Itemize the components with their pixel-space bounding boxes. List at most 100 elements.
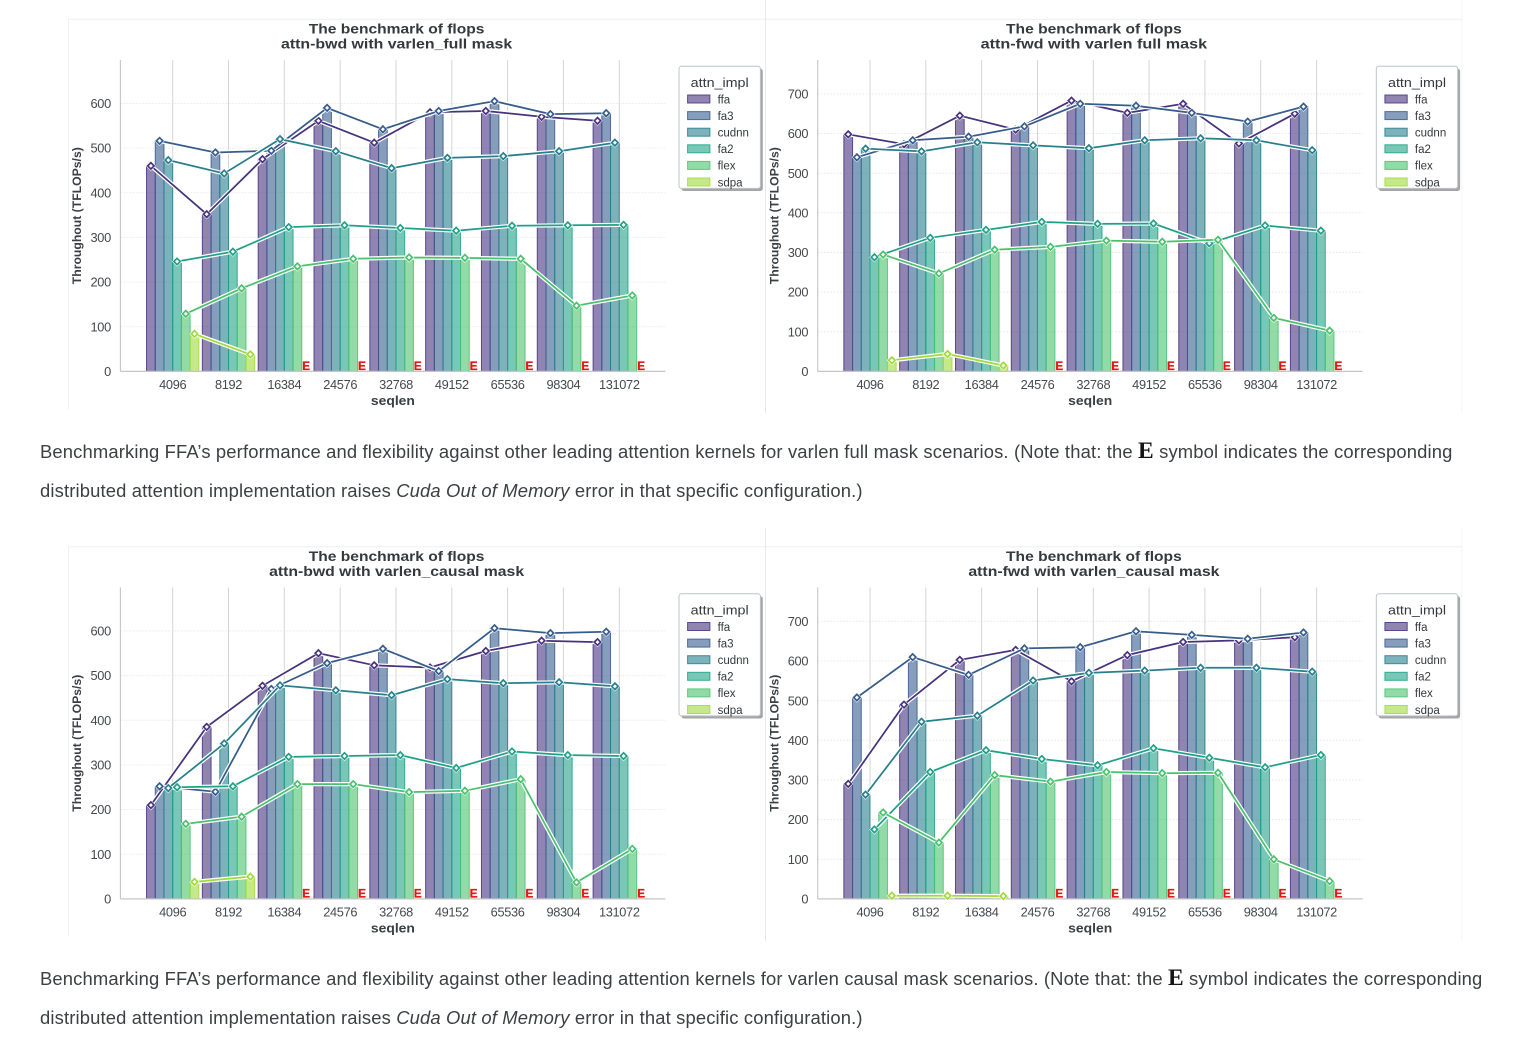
svg-text:E: E	[302, 887, 310, 900]
svg-text:300: 300	[788, 245, 809, 260]
svg-text:200: 200	[90, 802, 111, 817]
svg-text:attn_impl: attn_impl	[1388, 603, 1446, 618]
svg-text:300: 300	[788, 773, 809, 788]
svg-text:400: 400	[90, 713, 111, 728]
svg-text:fa3: fa3	[718, 638, 734, 650]
svg-text:attn_impl: attn_impl	[691, 603, 749, 618]
svg-text:16384: 16384	[267, 905, 301, 920]
svg-text:49152: 49152	[435, 377, 469, 392]
svg-text:16384: 16384	[267, 377, 301, 392]
svg-text:attn-fwd with varlen_causal ma: attn-fwd with varlen_causal mask	[968, 564, 1220, 579]
svg-text:0: 0	[104, 892, 111, 907]
svg-text:65536: 65536	[491, 905, 525, 920]
svg-text:49152: 49152	[1132, 377, 1166, 392]
svg-text:24576: 24576	[1021, 377, 1055, 392]
svg-text:flex: flex	[1415, 161, 1433, 173]
svg-text:200: 200	[788, 285, 809, 300]
svg-text:fa3: fa3	[718, 111, 734, 123]
svg-text:attn_impl: attn_impl	[691, 75, 749, 90]
svg-text:Throughout (TFLOPs/s): Throughout (TFLOPs/s)	[70, 675, 84, 812]
svg-text:E: E	[581, 360, 589, 373]
svg-text:ffa: ffa	[718, 622, 731, 634]
svg-text:seqlen: seqlen	[371, 393, 415, 408]
svg-text:32768: 32768	[379, 377, 413, 392]
svg-text:600: 600	[788, 654, 809, 669]
svg-text:8192: 8192	[215, 377, 242, 392]
svg-text:16384: 16384	[965, 377, 999, 392]
svg-text:24576: 24576	[323, 905, 357, 920]
svg-text:16384: 16384	[965, 905, 999, 920]
svg-text:8192: 8192	[912, 905, 939, 920]
svg-text:cudnn: cudnn	[718, 128, 749, 140]
svg-text:4096: 4096	[856, 905, 883, 920]
svg-text:E: E	[470, 360, 478, 373]
svg-text:0: 0	[801, 892, 808, 907]
svg-text:fa2: fa2	[718, 144, 734, 156]
svg-text:E: E	[470, 887, 478, 900]
svg-text:600: 600	[90, 624, 111, 639]
svg-text:E: E	[1335, 887, 1343, 900]
svg-text:131072: 131072	[1296, 905, 1337, 920]
svg-text:4096: 4096	[856, 377, 883, 392]
svg-text:700: 700	[788, 87, 809, 102]
svg-text:sdpa: sdpa	[718, 177, 744, 189]
svg-text:cudnn: cudnn	[1415, 655, 1446, 667]
svg-text:49152: 49152	[435, 905, 469, 920]
svg-text:400: 400	[788, 205, 809, 220]
svg-text:500: 500	[788, 166, 809, 181]
svg-text:49152: 49152	[1132, 905, 1166, 920]
svg-text:0: 0	[104, 364, 111, 379]
svg-text:4096: 4096	[159, 905, 186, 920]
svg-text:8192: 8192	[912, 377, 939, 392]
svg-text:24576: 24576	[1021, 905, 1055, 920]
svg-text:attn-bwd with varlen_causal ma: attn-bwd with varlen_causal mask	[269, 564, 525, 579]
svg-text:fa2: fa2	[1415, 672, 1431, 684]
svg-text:attn-fwd with varlen full mask: attn-fwd with varlen full mask	[981, 37, 1208, 52]
svg-text:600: 600	[90, 96, 111, 111]
svg-text:98304: 98304	[1244, 905, 1278, 920]
svg-text:8192: 8192	[215, 905, 242, 920]
svg-text:100: 100	[788, 324, 809, 339]
svg-text:65536: 65536	[1188, 905, 1222, 920]
svg-text:300: 300	[90, 758, 111, 773]
svg-text:98304: 98304	[546, 905, 580, 920]
svg-text:flex: flex	[1415, 688, 1433, 700]
svg-text:sdpa: sdpa	[718, 705, 744, 717]
svg-text:98304: 98304	[546, 377, 580, 392]
svg-text:E: E	[637, 887, 645, 900]
svg-text:400: 400	[788, 733, 809, 748]
svg-text:300: 300	[90, 230, 111, 245]
svg-text:65536: 65536	[1188, 377, 1222, 392]
svg-text:Throughout (TFLOPs/s): Throughout (TFLOPs/s)	[767, 147, 781, 284]
svg-text:E: E	[1055, 360, 1063, 373]
svg-text:Throughout (TFLOPs/s): Throughout (TFLOPs/s)	[767, 675, 781, 812]
svg-text:sdpa: sdpa	[1415, 705, 1441, 717]
svg-text:E: E	[414, 360, 422, 373]
svg-text:E: E	[581, 887, 589, 900]
svg-text:attn_impl: attn_impl	[1388, 75, 1446, 90]
svg-text:200: 200	[788, 812, 809, 827]
svg-text:E: E	[1279, 887, 1287, 900]
svg-text:flex: flex	[718, 688, 736, 700]
svg-text:ffa: ffa	[1415, 622, 1428, 634]
svg-text:cudnn: cudnn	[1415, 128, 1446, 140]
svg-text:4096: 4096	[159, 377, 186, 392]
svg-text:E: E	[1279, 360, 1287, 373]
svg-text:32768: 32768	[1076, 905, 1110, 920]
svg-text:E: E	[1055, 887, 1063, 900]
svg-text:65536: 65536	[491, 377, 525, 392]
svg-text:E: E	[1335, 360, 1343, 373]
svg-text:cudnn: cudnn	[718, 655, 749, 667]
svg-text:200: 200	[90, 275, 111, 290]
svg-text:E: E	[302, 360, 310, 373]
svg-text:500: 500	[90, 668, 111, 683]
svg-text:The benchmark of flops: The benchmark of flops	[1006, 21, 1182, 36]
svg-text:E: E	[358, 360, 366, 373]
svg-text:The benchmark of flops: The benchmark of flops	[309, 549, 485, 564]
svg-text:100: 100	[788, 852, 809, 867]
svg-text:seqlen: seqlen	[1068, 393, 1112, 408]
svg-text:E: E	[1223, 887, 1231, 900]
svg-text:E: E	[526, 360, 534, 373]
svg-text:600: 600	[788, 126, 809, 141]
svg-text:ffa: ffa	[1415, 94, 1428, 106]
